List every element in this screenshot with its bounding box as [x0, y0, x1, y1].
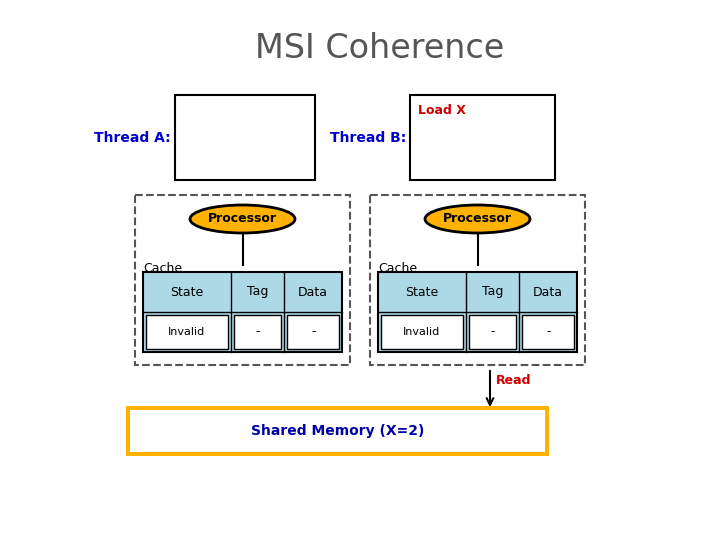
Text: Invalid: Invalid [168, 327, 205, 337]
Bar [378, 272, 577, 352]
Bar [146, 315, 228, 349]
Text: Data: Data [298, 286, 328, 299]
Text: -: - [546, 326, 550, 339]
Text: Tag: Tag [247, 286, 268, 299]
Bar [522, 315, 574, 349]
Bar [130, 410, 545, 452]
Bar [175, 95, 315, 180]
Bar [370, 195, 585, 365]
Text: Cache: Cache [378, 262, 417, 275]
Text: Shared Memory (X=2): Shared Memory (X=2) [251, 424, 424, 438]
Bar [381, 315, 462, 349]
Text: -: - [311, 326, 315, 339]
Text: State: State [405, 286, 438, 299]
Text: Processor: Processor [443, 213, 512, 226]
Bar [410, 95, 555, 180]
Text: Data: Data [533, 286, 563, 299]
Text: Tag: Tag [482, 286, 503, 299]
Text: MSI Coherence: MSI Coherence [256, 31, 505, 64]
Ellipse shape [190, 205, 295, 233]
Text: -: - [490, 326, 495, 339]
Text: Cache: Cache [143, 262, 182, 275]
Text: -: - [255, 326, 260, 339]
Text: Thread B:: Thread B: [330, 131, 406, 145]
Text: Invalid: Invalid [403, 327, 441, 337]
Text: Load X: Load X [418, 105, 466, 118]
Bar [143, 272, 342, 352]
Bar [469, 315, 516, 349]
Bar [135, 195, 350, 365]
Text: Read: Read [496, 375, 531, 388]
Ellipse shape [425, 205, 530, 233]
Text: State: State [170, 286, 204, 299]
Text: Processor: Processor [208, 213, 277, 226]
Bar [287, 315, 339, 349]
Text: Thread A:: Thread A: [94, 131, 171, 145]
Bar [126, 406, 549, 456]
Bar [233, 315, 282, 349]
